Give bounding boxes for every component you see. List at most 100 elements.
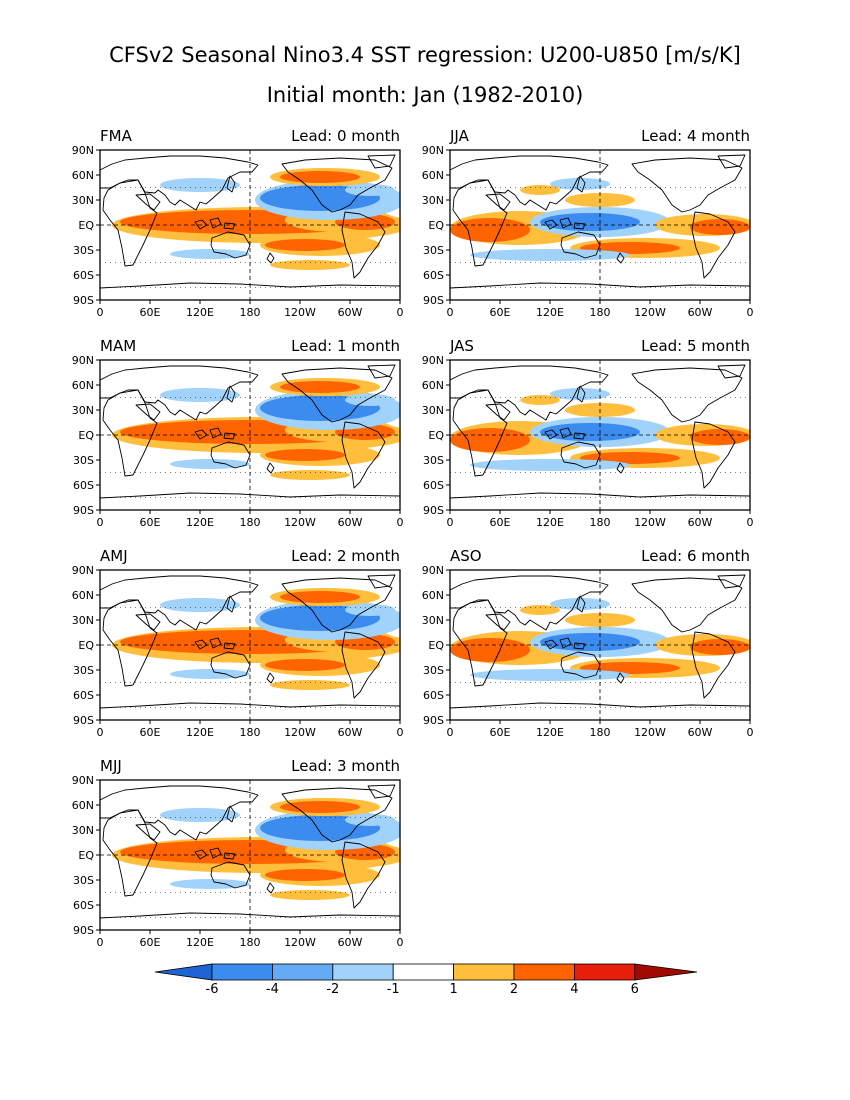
anomaly-shading-contour	[170, 669, 250, 679]
anomaly-shading-contour	[270, 890, 350, 900]
anomaly-shading-contour	[550, 388, 610, 400]
lon-label: 0	[397, 936, 404, 949]
lat-label: 90S	[73, 504, 94, 517]
lat-label: EQ	[78, 849, 94, 862]
lat-label: 90N	[422, 564, 444, 577]
lat-label: 90N	[72, 774, 94, 787]
lat-label: 60S	[423, 269, 444, 282]
lon-label: 60W	[688, 516, 713, 529]
lon-label: 0	[747, 516, 754, 529]
anomaly-shading-contour	[160, 808, 240, 822]
lon-label: 180	[240, 306, 261, 319]
colorbar-segment	[211, 963, 273, 981]
lat-label: 30N	[72, 824, 94, 837]
lon-label: 0	[97, 726, 104, 739]
colorbar-segment	[332, 963, 394, 981]
lon-label: 120W	[634, 516, 666, 529]
lat-label: 60S	[423, 479, 444, 492]
panel-season: FMA	[100, 127, 133, 145]
lon-label: 0	[97, 936, 104, 949]
lon-label: 0	[447, 516, 454, 529]
panel-lead: Lead: 2 month	[291, 547, 400, 565]
lat-label: 60N	[72, 169, 94, 182]
lat-label: 60S	[423, 689, 444, 702]
lon-label: 180	[240, 726, 261, 739]
anomaly-shading	[112, 168, 400, 270]
lon-label: 60W	[338, 516, 363, 529]
lat-label: 30S	[73, 244, 94, 257]
lat-label: 60N	[422, 169, 444, 182]
lat-label: 90S	[73, 294, 94, 307]
anomaly-shading-contour	[270, 680, 350, 690]
panel-season: MAM	[100, 337, 136, 355]
colorbar-label: 4	[570, 982, 578, 997]
lon-label: 0	[397, 306, 404, 319]
lon-label: 120E	[536, 306, 564, 319]
figure-subtitle: Initial month: Jan (1982-2010)	[267, 83, 584, 107]
lat-label: 60S	[73, 899, 94, 912]
anomaly-shading-contour	[280, 591, 360, 603]
panel-lead: Lead: 5 month	[641, 337, 750, 355]
colorbar-segment	[513, 963, 575, 981]
colorbar-label: -6	[206, 982, 219, 997]
lat-label: 30N	[422, 404, 444, 417]
anomaly-shading-contour	[160, 598, 240, 612]
lon-label: 60E	[140, 936, 161, 949]
lon-label: 180	[590, 306, 611, 319]
lat-label: 90S	[73, 714, 94, 727]
anomaly-shading-contour	[470, 249, 630, 261]
lat-label: 30N	[72, 404, 94, 417]
lon-label: 60E	[490, 306, 511, 319]
colorbar-segment	[392, 963, 455, 981]
lon-label: 60E	[140, 516, 161, 529]
colorbar-extend-high	[634, 963, 698, 981]
lon-label: 120E	[186, 936, 214, 949]
anomaly-shading-contour	[265, 239, 345, 251]
colorbar-extend-low	[154, 963, 213, 981]
anomaly-shading-contour	[280, 801, 360, 813]
anomaly-shading-contour	[470, 669, 630, 681]
panel-lead: Lead: 0 month	[291, 127, 400, 145]
lat-label: 90S	[423, 294, 444, 307]
lon-label: 60E	[140, 726, 161, 739]
lat-label: 60S	[73, 689, 94, 702]
lon-label: 60W	[338, 726, 363, 739]
lat-label: 30N	[422, 614, 444, 627]
lat-label: 90N	[422, 144, 444, 157]
anomaly-shading-contour	[690, 639, 750, 655]
anomaly-shading-contour	[280, 171, 360, 183]
anomaly-shading-contour	[450, 218, 530, 242]
anomaly-shading-contour	[450, 428, 530, 452]
colorbar-label: -2	[326, 982, 339, 997]
panel-season: ASO	[450, 547, 482, 565]
anomaly-shading-contour	[540, 213, 640, 231]
lon-label: 60W	[338, 306, 363, 319]
anomaly-shading-contour	[345, 604, 395, 616]
lat-label: EQ	[428, 219, 444, 232]
lat-label: 30N	[422, 194, 444, 207]
lon-label: 180	[240, 936, 261, 949]
lon-label: 60W	[338, 936, 363, 949]
colorbar-label: 1	[449, 982, 457, 997]
colorbar-label: 6	[631, 982, 639, 997]
lon-label: 0	[97, 516, 104, 529]
lat-label: EQ	[78, 639, 94, 652]
panel-lead: Lead: 6 month	[641, 547, 750, 565]
lat-label: 60S	[73, 269, 94, 282]
lon-label: 120W	[634, 306, 666, 319]
lon-label: 0	[97, 306, 104, 319]
lon-label: 120E	[186, 516, 214, 529]
lat-label: 60N	[72, 799, 94, 812]
anomaly-shading-contour	[160, 388, 240, 402]
lat-label: 30N	[72, 194, 94, 207]
lat-label: 90N	[72, 354, 94, 367]
lon-label: 0	[397, 516, 404, 529]
lon-label: 120E	[536, 516, 564, 529]
anomaly-shading-contour	[450, 638, 530, 662]
lon-label: 120W	[284, 726, 316, 739]
